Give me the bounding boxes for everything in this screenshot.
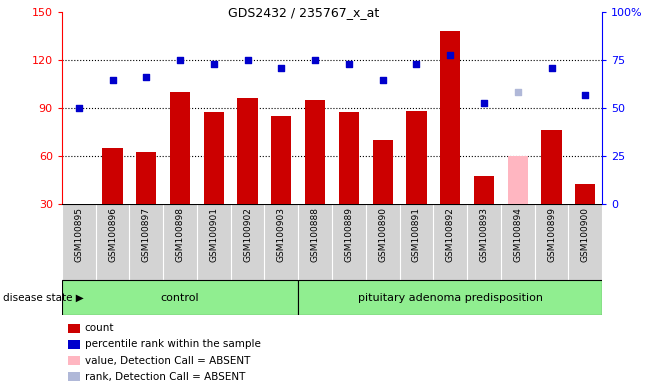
Point [74, 104, 84, 111]
Point [310, 56, 320, 63]
Text: value, Detection Call = ABSENT: value, Detection Call = ABSENT [85, 356, 250, 366]
Text: GSM100898: GSM100898 [176, 207, 184, 262]
Text: count: count [85, 323, 114, 333]
Point [512, 88, 523, 94]
Text: GSM100895: GSM100895 [74, 207, 83, 262]
Text: GSM100893: GSM100893 [480, 207, 488, 262]
Point [175, 56, 186, 63]
Text: GSM100902: GSM100902 [243, 207, 252, 262]
Bar [298, 280, 602, 315]
Point [208, 61, 219, 68]
Bar [542, 130, 562, 204]
Text: GSM100896: GSM100896 [108, 207, 117, 262]
Bar [136, 152, 156, 204]
Text: control: control [161, 293, 199, 303]
Point [411, 61, 422, 68]
Bar [372, 139, 393, 204]
Bar [68, 204, 89, 207]
Text: GSM100888: GSM100888 [311, 207, 320, 262]
Bar [440, 31, 460, 204]
Text: GSM100892: GSM100892 [446, 207, 454, 262]
Point [378, 77, 388, 83]
Bar [204, 112, 224, 204]
Bar [271, 116, 292, 204]
Bar [406, 111, 426, 204]
Point [344, 61, 354, 68]
Point [242, 56, 253, 63]
Text: pituitary adenoma predisposition: pituitary adenoma predisposition [357, 293, 543, 303]
Bar [170, 91, 190, 204]
Bar [238, 98, 258, 204]
Text: GSM100897: GSM100897 [142, 207, 151, 262]
Text: GSM100894: GSM100894 [513, 207, 522, 262]
Point [276, 65, 286, 71]
Text: GSM100899: GSM100899 [547, 207, 556, 262]
Bar [575, 184, 596, 204]
Point [478, 99, 489, 106]
Text: disease state ▶: disease state ▶ [3, 293, 84, 303]
Point [580, 92, 590, 98]
Bar [305, 99, 326, 204]
Text: GSM100890: GSM100890 [378, 207, 387, 262]
Bar [474, 176, 494, 204]
Bar [339, 112, 359, 204]
Point [141, 74, 152, 80]
Text: GSM100900: GSM100900 [581, 207, 590, 262]
Text: GSM100901: GSM100901 [210, 207, 218, 262]
Text: GSM100891: GSM100891 [412, 207, 421, 262]
Text: GSM100889: GSM100889 [344, 207, 353, 262]
Text: GSM100903: GSM100903 [277, 207, 286, 262]
Point [107, 77, 118, 83]
Bar [102, 147, 122, 204]
Point [546, 65, 557, 71]
Text: rank, Detection Call = ABSENT: rank, Detection Call = ABSENT [85, 372, 245, 382]
Bar [508, 156, 528, 204]
Bar [62, 280, 298, 315]
Text: percentile rank within the sample: percentile rank within the sample [85, 339, 260, 349]
Text: GDS2432 / 235767_x_at: GDS2432 / 235767_x_at [228, 6, 379, 19]
Point [445, 51, 456, 58]
